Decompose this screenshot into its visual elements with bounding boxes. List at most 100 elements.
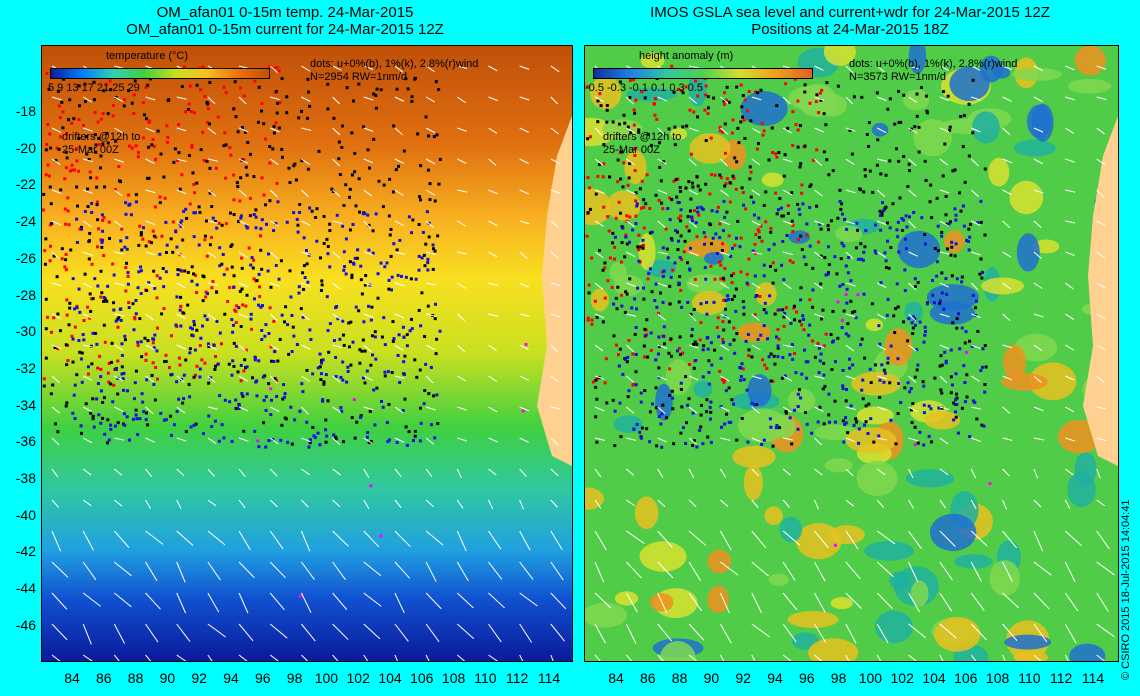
drifter-dot bbox=[931, 278, 935, 282]
current-arrow bbox=[845, 282, 856, 287]
anomaly-blob bbox=[1004, 634, 1052, 650]
drifter-dot bbox=[226, 299, 230, 303]
current-arrow bbox=[176, 592, 187, 614]
drifter-dot bbox=[307, 90, 311, 94]
drifter-dot bbox=[953, 168, 957, 172]
drifter-dot bbox=[81, 333, 85, 337]
drifter-dot bbox=[896, 412, 900, 416]
drifter-dot bbox=[371, 229, 375, 233]
drifter-dot bbox=[648, 231, 652, 235]
current-arrow bbox=[51, 158, 61, 165]
drifter-dot bbox=[865, 133, 869, 137]
drifter-dot bbox=[662, 269, 666, 273]
drifter-dot bbox=[146, 83, 150, 87]
drifter-dot bbox=[781, 308, 785, 312]
drifter-dot bbox=[608, 256, 612, 260]
current-arrow bbox=[394, 220, 405, 227]
drifter-dot bbox=[268, 161, 272, 165]
drifter-dot bbox=[644, 202, 648, 206]
drifter-dot bbox=[646, 355, 650, 359]
drifter-dot bbox=[395, 440, 399, 444]
drifter-dot bbox=[893, 122, 897, 126]
drifter-dot bbox=[106, 441, 110, 445]
drifter-dot bbox=[611, 120, 615, 124]
drifter-dot bbox=[164, 250, 168, 254]
drifter-dot bbox=[192, 111, 196, 115]
drifter-dot bbox=[101, 229, 105, 233]
current-arrow bbox=[550, 158, 560, 164]
current-arrow bbox=[363, 65, 374, 71]
drifter-dot bbox=[595, 315, 599, 319]
drifter-dot bbox=[289, 405, 293, 409]
drifter-dot bbox=[429, 365, 433, 369]
drifter-dot bbox=[283, 320, 287, 324]
drifter-dot bbox=[736, 126, 740, 130]
current-arrow bbox=[269, 437, 279, 445]
drifter-dot bbox=[409, 317, 413, 321]
drifter-dot bbox=[905, 225, 909, 229]
drifter-dot bbox=[779, 206, 783, 210]
current-arrow bbox=[908, 561, 919, 583]
longitude-tick: 100 bbox=[858, 670, 883, 686]
drifter-dot bbox=[109, 382, 113, 386]
current-arrow bbox=[814, 468, 823, 476]
drifter-dot bbox=[849, 404, 853, 408]
current-arrow bbox=[1065, 158, 1075, 163]
drifter-dot bbox=[783, 311, 787, 315]
drifter-dot bbox=[838, 284, 842, 288]
drifter-dot bbox=[58, 116, 62, 120]
drifter-dot bbox=[158, 252, 162, 256]
temperature-map[interactable]: temperature (°C) 5 9 13 17 21 25 29 dots… bbox=[41, 45, 573, 662]
drifter-dot bbox=[827, 392, 831, 396]
drifter-dot bbox=[902, 93, 906, 97]
drifter-dot bbox=[346, 365, 350, 369]
drifter-dot bbox=[192, 235, 196, 239]
current-arrow bbox=[394, 592, 405, 614]
current-arrow bbox=[782, 623, 797, 643]
drifter-dot bbox=[228, 400, 232, 404]
drifter-dot bbox=[428, 198, 432, 202]
anomaly-blob bbox=[1069, 643, 1106, 661]
drifter-dot bbox=[922, 384, 926, 388]
drifter-dot bbox=[808, 244, 812, 248]
drifter-dot bbox=[276, 200, 280, 204]
current-arrow bbox=[876, 561, 894, 578]
drifter-dot bbox=[373, 330, 377, 334]
drifter-dot bbox=[601, 320, 605, 324]
drifter-dot bbox=[131, 417, 135, 421]
drifter-dot bbox=[110, 341, 114, 345]
drifter-dot bbox=[699, 302, 703, 306]
anomaly-blob bbox=[606, 190, 641, 221]
drifter-dot bbox=[834, 360, 838, 364]
drifter-dot bbox=[86, 372, 90, 376]
drifter-dot bbox=[301, 390, 305, 394]
drifter-dot bbox=[418, 195, 422, 199]
drifter-dot bbox=[644, 334, 648, 338]
drifter-dot bbox=[954, 415, 958, 419]
drifter-dot bbox=[342, 268, 346, 272]
sea-level-map[interactable]: height anomaly (m) -0.5 -0.3 -0.1 0.1 0.… bbox=[584, 45, 1119, 662]
drifter-dot bbox=[343, 265, 347, 269]
drifter-dot bbox=[245, 392, 249, 396]
drifter-dot bbox=[175, 245, 179, 249]
drifter-dot bbox=[757, 216, 761, 220]
drifter-dot bbox=[714, 232, 718, 236]
current-arrow bbox=[720, 251, 730, 256]
drifter-dot bbox=[732, 402, 736, 406]
drifter-dot bbox=[598, 92, 602, 96]
current-arrow bbox=[207, 530, 226, 546]
drifter-dot bbox=[150, 241, 154, 245]
drifter-dot bbox=[122, 412, 126, 416]
current-arrow bbox=[51, 406, 61, 414]
current-arrow bbox=[688, 654, 698, 661]
current-arrow bbox=[1002, 127, 1011, 136]
drifter-dot bbox=[326, 245, 330, 249]
drifter-dot bbox=[687, 180, 691, 184]
drifter-dot bbox=[974, 299, 978, 303]
drifter-dot bbox=[77, 339, 81, 343]
longitude-tick: 90 bbox=[159, 670, 176, 686]
drifter-dot bbox=[79, 357, 83, 361]
current-arrow bbox=[845, 530, 859, 550]
drifter-dot bbox=[164, 418, 168, 422]
drifter-dot bbox=[240, 256, 244, 260]
